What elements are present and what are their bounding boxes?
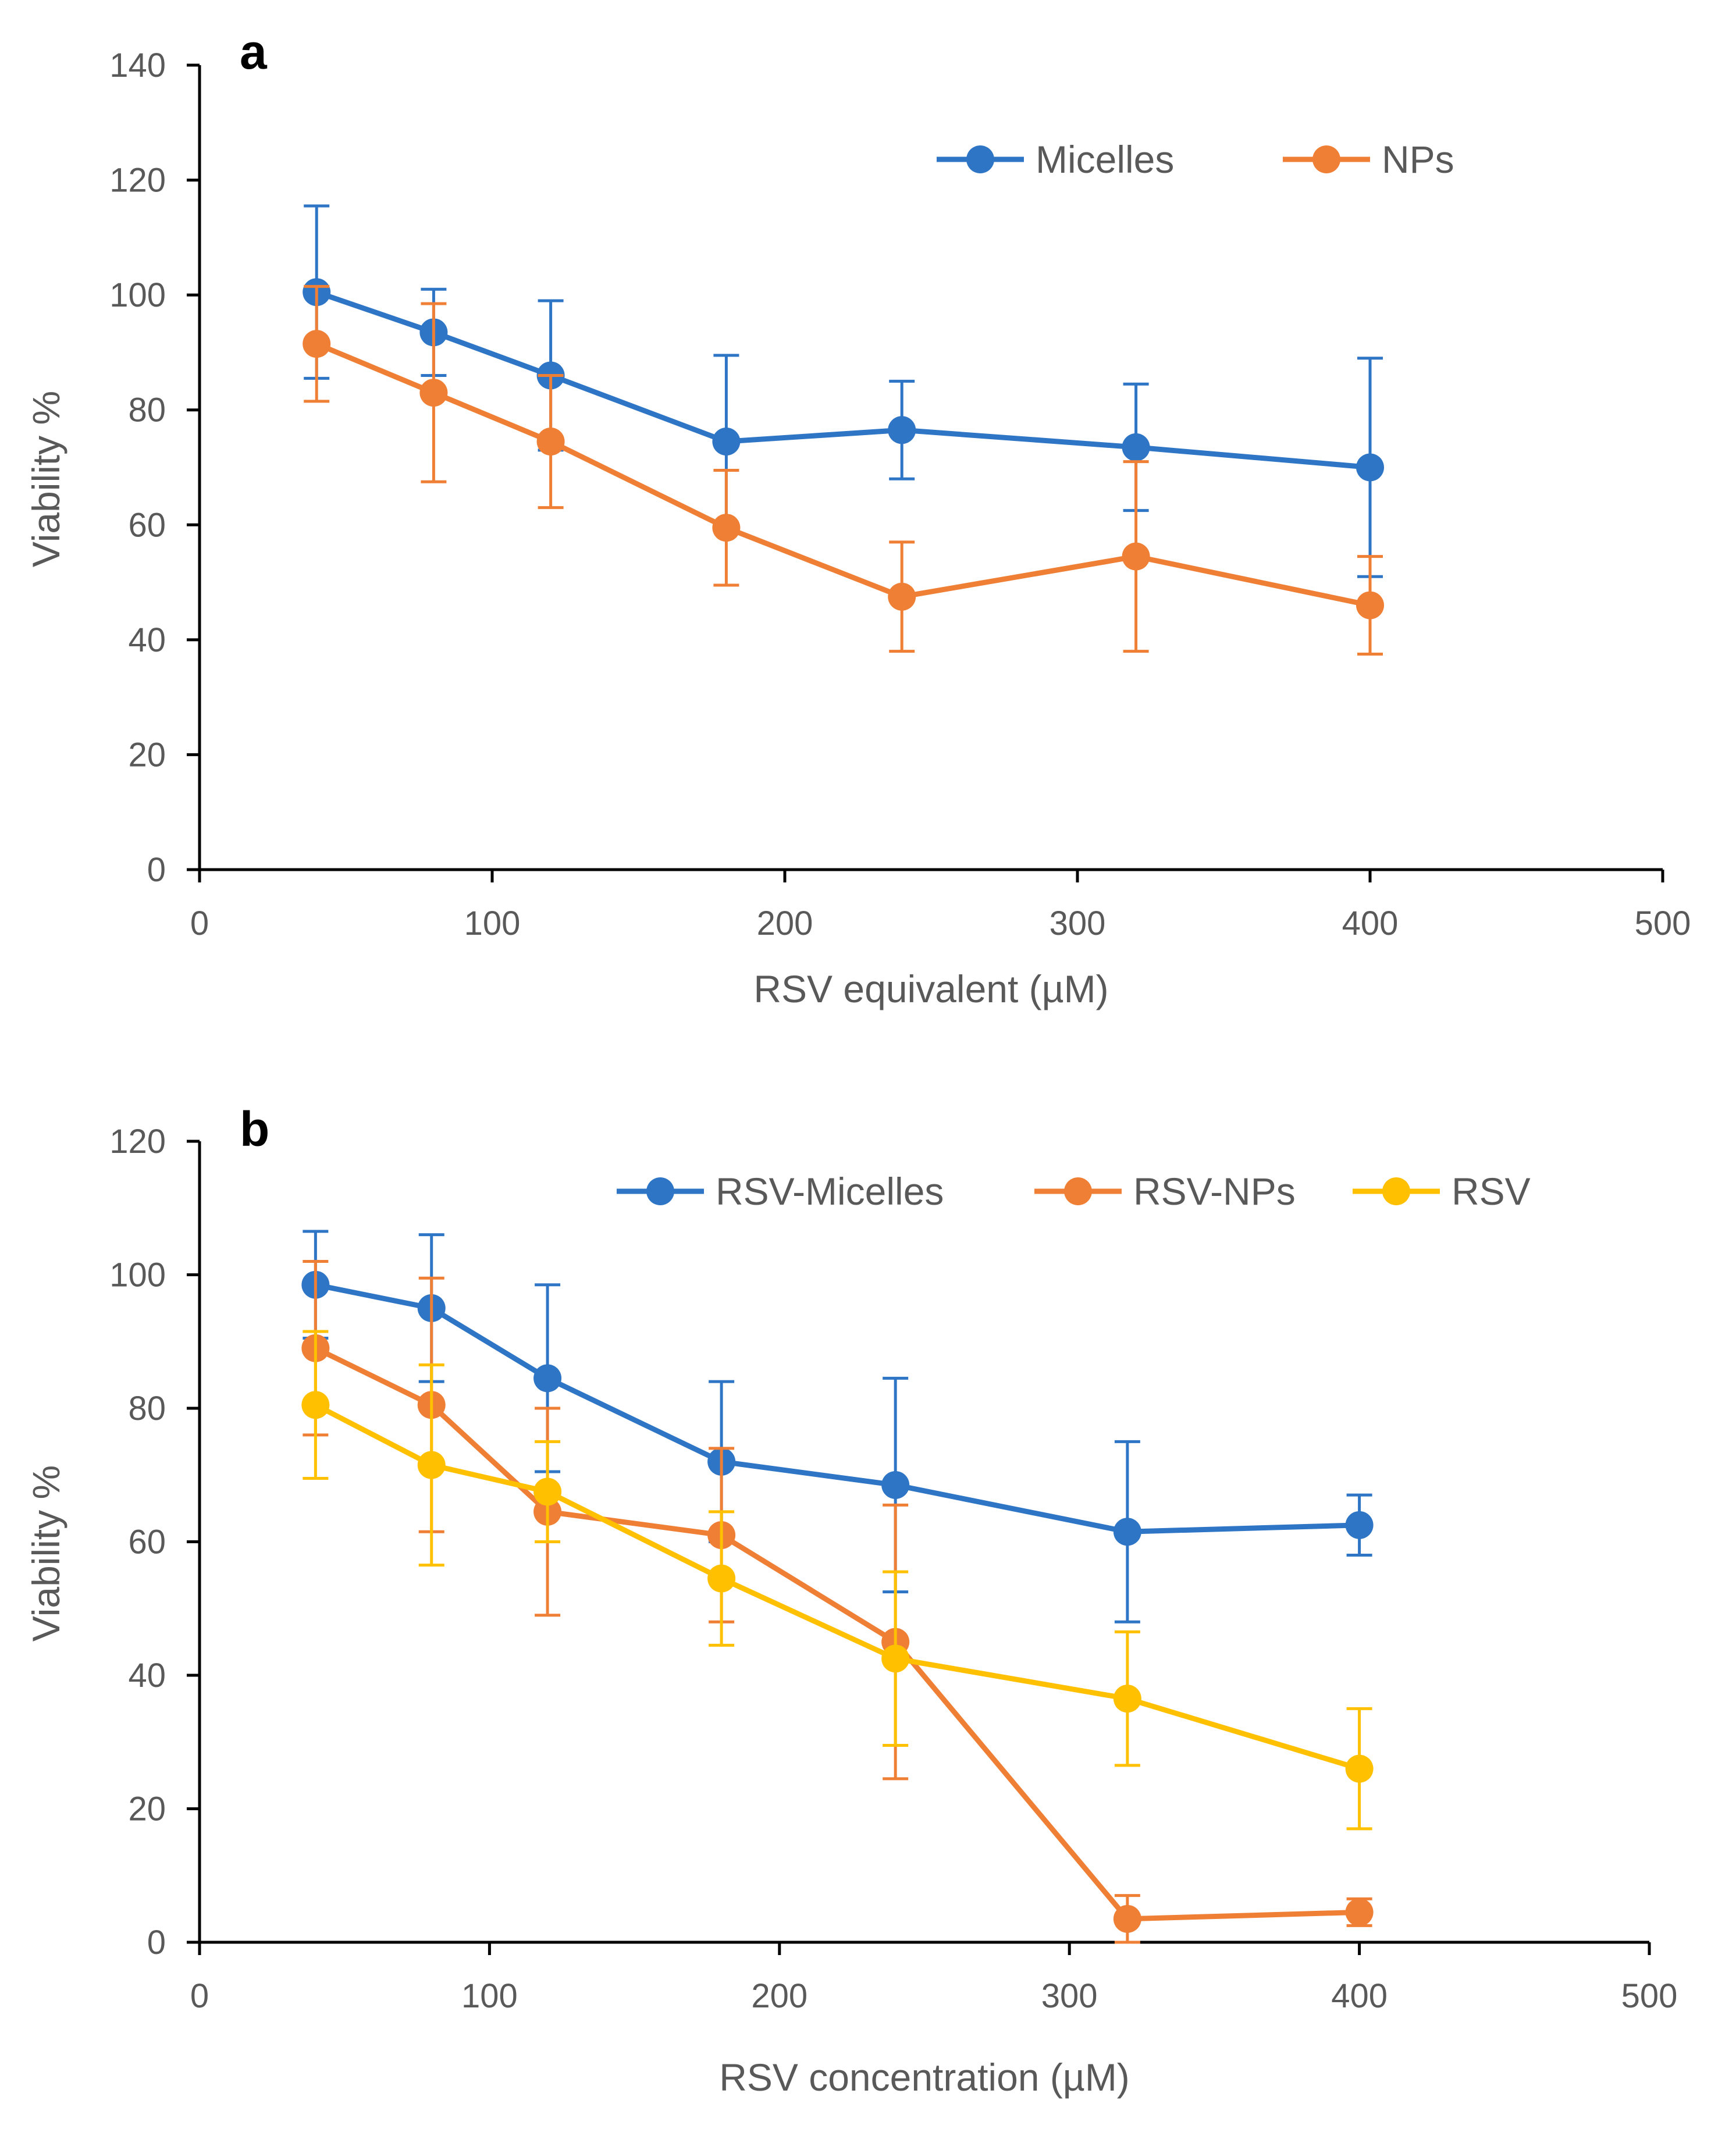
y-tick-label: 0: [147, 851, 166, 889]
data-point: [1345, 1754, 1374, 1783]
legend-swatch-marker: [646, 1177, 674, 1205]
x-tick-label: 200: [751, 1977, 807, 2015]
x-tick-label: 300: [1050, 905, 1106, 942]
data-point: [303, 330, 331, 358]
y-tick-label: 60: [128, 506, 166, 544]
data-point: [712, 514, 741, 542]
y-tick-label: 40: [128, 1657, 166, 1694]
x-tick-label: 200: [757, 905, 813, 942]
y-tick-label: 60: [128, 1523, 166, 1561]
x-tick-label: 400: [1331, 1977, 1388, 2015]
legend-entry-micelles: Micelles: [937, 138, 1174, 181]
x-tick-label: 400: [1342, 905, 1399, 942]
y-axis-title: Viability %: [24, 391, 67, 567]
legend-swatch-marker: [1382, 1177, 1410, 1205]
x-tick-label: 0: [190, 1977, 209, 2015]
data-point: [881, 1471, 910, 1499]
data-point: [536, 428, 565, 456]
y-tick-label: 20: [128, 736, 166, 774]
y-tick-label: 120: [109, 162, 166, 200]
data-point: [1356, 591, 1384, 620]
data-point: [1113, 1904, 1141, 1933]
data-point: [533, 1364, 562, 1393]
y-tick-label: 100: [109, 276, 166, 314]
legend-label: RSV-Micelles: [716, 1170, 944, 1213]
data-point: [881, 1644, 910, 1673]
x-tick-label: 100: [464, 905, 521, 942]
x-tick-label: 500: [1621, 1977, 1678, 2015]
x-tick-label: 0: [190, 905, 209, 942]
y-axis-title: Viability %: [24, 1465, 67, 1642]
legend-label: Micelles: [1036, 138, 1174, 181]
data-point: [1356, 453, 1384, 482]
y-tick-label: 20: [128, 1790, 166, 1828]
panel-label: a: [240, 24, 268, 79]
data-point: [417, 1451, 446, 1479]
data-point: [888, 582, 916, 611]
data-point: [707, 1564, 736, 1593]
data-point: [1345, 1511, 1374, 1539]
x-tick-label: 300: [1041, 1977, 1098, 2015]
data-point: [1122, 433, 1150, 461]
legend-label: RSV: [1452, 1170, 1531, 1213]
data-point: [419, 379, 448, 407]
data-point: [712, 428, 741, 456]
legend-entry-rsv: RSV: [1353, 1170, 1531, 1213]
y-tick-label: 140: [109, 47, 166, 84]
y-tick-label: 100: [109, 1256, 166, 1294]
y-tick-label: 80: [128, 391, 166, 429]
data-point: [1113, 1685, 1141, 1713]
x-tick-label: 500: [1635, 905, 1691, 942]
legend-swatch-marker: [1312, 145, 1340, 173]
legend-swatch-marker: [966, 145, 994, 173]
data-point: [301, 1391, 330, 1419]
data-point: [533, 1477, 562, 1506]
chart-panel-a: 0 20 40 60 80 100 120 140 0 100 200 300 400 500 RSV eq…: [24, 24, 1691, 1010]
data-point: [1345, 1898, 1374, 1927]
legend-swatch-marker: [1064, 1177, 1092, 1205]
chart-panel-b: 0 20 40 60 80 100 120 0 100 200 300 400 500 RSV conce…: [24, 1102, 1677, 2099]
panel-label: b: [240, 1102, 269, 1156]
x-axis-title: RSV equivalent (µM): [753, 967, 1108, 1010]
legend-label: RSV-NPs: [1133, 1170, 1296, 1213]
data-point: [888, 416, 916, 444]
y-tick-label: 120: [109, 1123, 166, 1160]
legend-entry-rsv-micelles: RSV-Micelles: [617, 1170, 944, 1213]
y-tick-label: 80: [128, 1390, 166, 1427]
legend-entry-rsv-nps: RSV-NPs: [1034, 1170, 1296, 1213]
legend-label: NPs: [1382, 138, 1454, 181]
x-axis-title: RSV concentration (µM): [719, 2056, 1130, 2099]
y-tick-label: 0: [147, 1924, 166, 1961]
series-rsv: [301, 1330, 1374, 1831]
x-tick-label: 100: [461, 1977, 518, 2015]
legend-entry-nps: NPs: [1283, 138, 1454, 181]
y-tick-label: 40: [128, 621, 166, 659]
series-nps: [303, 284, 1384, 656]
data-point: [1122, 542, 1150, 571]
data-point: [1113, 1518, 1141, 1546]
